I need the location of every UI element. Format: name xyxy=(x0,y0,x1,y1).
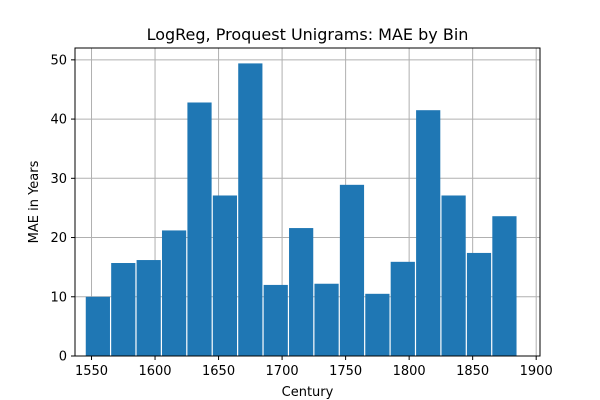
y-tick-label: 0 xyxy=(59,350,67,365)
histogram-bar xyxy=(466,252,492,356)
y-tick-label: 50 xyxy=(50,53,67,68)
histogram-bar xyxy=(187,102,212,356)
y-tick-label: 20 xyxy=(50,231,67,246)
x-tick-label: 1550 xyxy=(75,364,108,379)
plot-frame xyxy=(74,47,541,357)
histogram-bar xyxy=(111,263,136,356)
y-tick-label: 40 xyxy=(50,113,67,128)
histogram-bar xyxy=(161,230,187,356)
histogram-bar xyxy=(339,184,365,356)
histogram-bar xyxy=(212,195,238,356)
histogram-bar xyxy=(289,228,314,356)
y-tick-label: 10 xyxy=(50,290,67,305)
x-tick-label: 1600 xyxy=(138,364,171,379)
histogram-bar xyxy=(365,293,390,356)
x-tick-label: 1850 xyxy=(456,364,489,379)
histogram-bar xyxy=(416,110,441,356)
x-tick-label: 1750 xyxy=(329,364,362,379)
histogram-bar xyxy=(85,296,110,356)
histogram-bar xyxy=(263,284,288,356)
x-axis-label: Century xyxy=(282,385,334,400)
histogram-bar xyxy=(390,261,415,356)
histogram-bar xyxy=(441,195,466,356)
histogram-bar xyxy=(136,260,161,356)
histogram-bar xyxy=(238,63,263,357)
x-tick-label: 1900 xyxy=(520,364,553,379)
histogram-bar xyxy=(314,283,339,356)
x-tick-label: 1700 xyxy=(266,364,299,379)
y-tick-label: 30 xyxy=(50,172,67,187)
ticks: 1550 1600 1650 1700 1750 1800 1850 1900 0 10 20 30 4… xyxy=(50,53,552,379)
chart-title: LogReg, Proquest Unigrams: MAE by Bin xyxy=(147,25,469,44)
x-tick-label: 1650 xyxy=(202,364,235,379)
histogram-bar xyxy=(492,216,517,356)
bars xyxy=(85,63,517,357)
y-axis-label: MAE in Years xyxy=(27,160,42,243)
x-tick-label: 1800 xyxy=(393,364,426,379)
